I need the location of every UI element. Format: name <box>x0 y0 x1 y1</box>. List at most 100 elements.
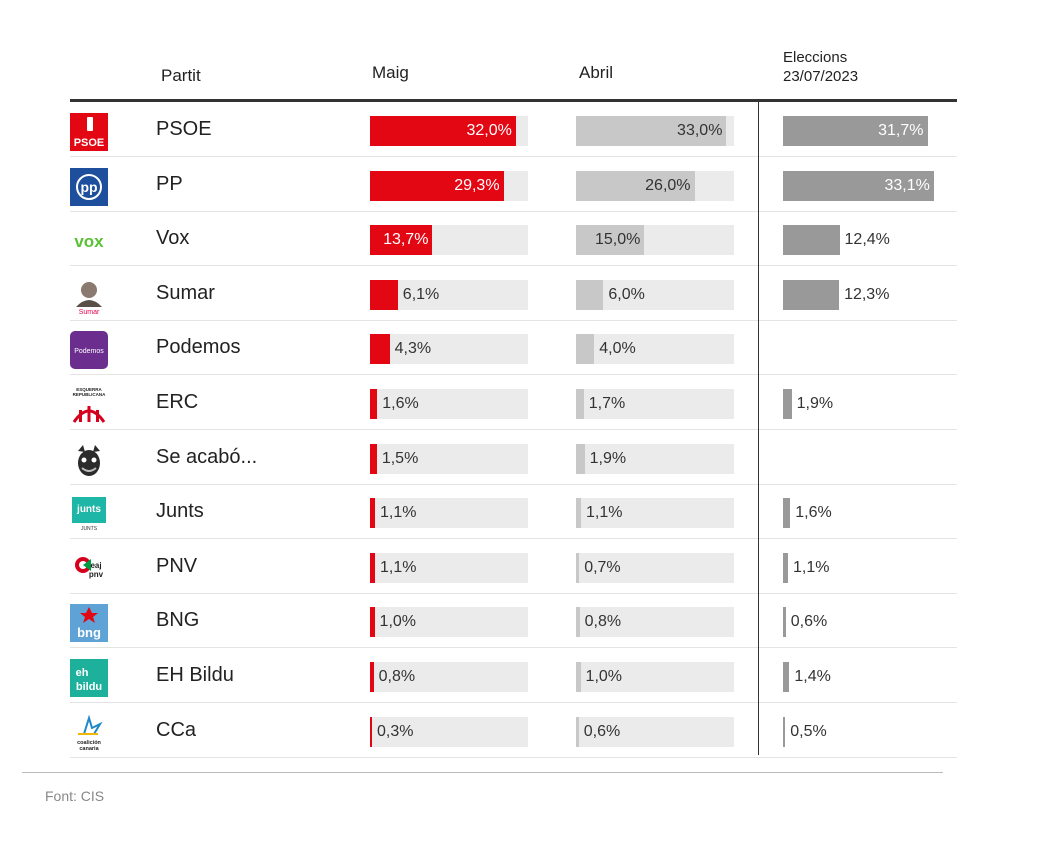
vox-logo: vox <box>74 232 104 251</box>
podemos-logo: Podemos <box>70 331 108 370</box>
bar-maig <box>370 389 378 419</box>
svg-text:Podemos: Podemos <box>74 348 104 355</box>
bar-track <box>370 552 528 583</box>
party-name: ERC <box>156 391 199 413</box>
data-label: 1,6% <box>382 395 419 412</box>
party-name: PNV <box>156 554 198 577</box>
bar-abril <box>576 552 580 583</box>
bar-eleccions-23-07-2023 <box>783 170 934 201</box>
svg-text:pp: pp <box>80 179 97 195</box>
bar-abril <box>576 443 585 474</box>
svg-text:eh: eh <box>76 667 89 679</box>
header-elections-line1: Eleccions <box>783 49 848 66</box>
data-label: 33,1% <box>884 176 930 194</box>
data-label: 0,3% <box>377 722 414 740</box>
svg-text:REPUBLICANA: REPUBLICANA <box>73 392 107 397</box>
bar-track <box>370 716 528 747</box>
bar-track <box>576 607 734 638</box>
data-label: 0,7% <box>584 558 621 576</box>
data-label: 1,1% <box>380 504 417 522</box>
data-label: 13,7% <box>383 231 429 249</box>
table-row: Podemos Podemos 4,3% 4,0% <box>70 320 957 376</box>
bar-eleccions-23-07-2023 <box>783 607 786 638</box>
svg-text:PSOE: PSOE <box>74 137 105 149</box>
header-may: Maig <box>372 63 409 82</box>
bar-abril <box>576 170 695 201</box>
svg-text:canaria: canaria <box>79 746 99 752</box>
bar-track <box>370 443 528 474</box>
party-name: PSOE <box>156 118 212 140</box>
source-note: Font: CIS <box>45 788 105 804</box>
data-label: 29,3% <box>454 176 500 194</box>
data-label: 1,6% <box>795 504 832 522</box>
bar-abril <box>576 279 604 310</box>
bar-maig <box>370 552 375 583</box>
svg-text:bildu: bildu <box>76 681 102 693</box>
bar-maig <box>370 116 516 146</box>
data-label: 4,0% <box>599 340 636 358</box>
bar-maig <box>370 716 372 747</box>
svg-text:bng: bng <box>77 625 101 640</box>
table-row: ESQUERRA REPUBLICANA ERC 1,6% 1,7% 1,9% <box>70 375 957 430</box>
data-label: 1,7% <box>588 395 626 412</box>
header-elections: Eleccions 23/07/2023 <box>783 48 858 86</box>
svg-text:JUNTS: JUNTS <box>81 526 98 532</box>
bar-track <box>576 662 734 692</box>
bar-abril <box>576 334 595 365</box>
data-label: 1,0% <box>585 668 623 685</box>
svg-text:junts: junts <box>76 504 101 515</box>
data-label: 1,1% <box>586 504 623 522</box>
party-name: PP <box>156 172 183 195</box>
bar-eleccions-23-07-2023 <box>783 116 928 146</box>
table-row: PSOE PSOE 32,0% 33,0% 31,7% <box>70 102 957 157</box>
table-row: Se acabó... 1,5% 1,9% <box>70 430 957 485</box>
table-row: coalición canaria CCa 0,3% 0,6% 0,5% <box>70 703 957 758</box>
data-label: 1,0% <box>379 613 417 631</box>
bar-track <box>576 552 734 583</box>
header-party: Partit <box>161 66 201 85</box>
svg-text:eaj: eaj <box>90 561 101 570</box>
bar-maig <box>370 607 375 638</box>
table-row: eaj pnv PNV 1,1% 0,7% 1,1% <box>70 539 957 594</box>
bar-maig <box>370 279 398 310</box>
data-label: 12,4% <box>844 231 890 249</box>
party-name: Se acabó... <box>156 445 258 468</box>
bar-abril <box>576 716 579 747</box>
bar-track <box>370 498 528 529</box>
bar-track <box>370 389 528 419</box>
header-april: Abril <box>579 63 614 82</box>
elections-divider <box>758 102 759 755</box>
bar-eleccions-23-07-2023 <box>783 225 840 256</box>
bar-track <box>370 334 528 365</box>
bar-maig <box>370 498 375 529</box>
bar-track <box>576 389 734 419</box>
bar-abril <box>576 498 581 529</box>
data-label: 0,6% <box>583 722 621 740</box>
bar-track <box>576 443 734 474</box>
party-name: CCa <box>156 718 197 741</box>
bar-maig <box>370 170 504 201</box>
data-label: 0,5% <box>790 722 827 740</box>
bar-track <box>370 607 528 638</box>
table-row: bng BNG 1,0% 0,8% 0,6% <box>70 593 957 649</box>
bar-eleccions-23-07-2023 <box>783 716 786 747</box>
data-label: 1,9% <box>796 395 834 412</box>
data-label: 0,8% <box>378 668 416 685</box>
party-name: Sumar <box>156 281 215 304</box>
svg-text:ESQUERRA: ESQUERRA <box>76 387 102 392</box>
bar-eleccions-23-07-2023 <box>783 552 788 583</box>
data-label: 0,6% <box>790 613 828 631</box>
bar-abril <box>576 389 584 419</box>
bar-maig <box>370 334 390 365</box>
svg-text:coalición: coalición <box>77 740 101 746</box>
bar-track <box>370 662 528 692</box>
bar-abril <box>576 662 581 692</box>
data-label: 12,3% <box>844 285 890 303</box>
bar-track <box>576 716 734 747</box>
data-label: 0,8% <box>584 613 622 631</box>
data-label: 32,0% <box>466 122 512 139</box>
party-name: EH Bildu <box>156 664 234 686</box>
data-label: 26,0% <box>645 176 691 194</box>
